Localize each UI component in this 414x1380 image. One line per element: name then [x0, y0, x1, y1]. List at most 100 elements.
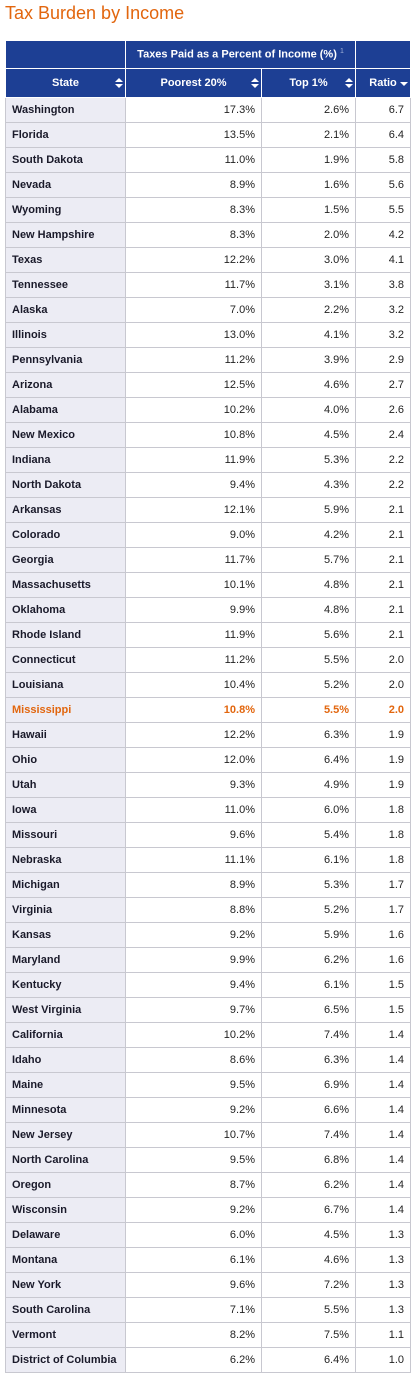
state-cell: Wyoming — [5, 197, 126, 223]
column-header[interactable]: Ratio — [355, 68, 412, 98]
value-cell: 5.6 — [355, 172, 412, 198]
value-cell: 6.7 — [355, 97, 412, 123]
value-cell: 1.9 — [355, 722, 412, 748]
state-cell: Oklahoma — [5, 597, 126, 623]
value-cell: 8.2% — [125, 1322, 262, 1348]
value-cell: 1.6% — [260, 172, 357, 198]
header-cell — [355, 40, 412, 69]
table-row: Maryland 9.9% 6.2% 1.6 — [5, 947, 412, 973]
table-row: Massachusetts 10.1% 4.8% 2.1 — [5, 572, 412, 598]
table-row: Texas 12.2% 3.0% 4.1 — [5, 247, 412, 273]
value-cell: 6.4% — [260, 1347, 357, 1373]
value-cell: 9.0% — [125, 522, 262, 548]
value-cell: 4.8% — [260, 572, 357, 598]
value-cell: 11.1% — [125, 847, 262, 873]
value-cell: 12.1% — [125, 497, 262, 523]
value-cell: 1.7 — [355, 897, 412, 923]
table-row: Virginia 8.8% 5.2% 1.7 — [5, 897, 412, 923]
table-row: Minnesota 9.2% 6.6% 1.4 — [5, 1097, 412, 1123]
column-header[interactable]: Poorest 20% — [125, 68, 262, 98]
value-cell: 1.4 — [355, 1097, 412, 1123]
value-cell: 13.0% — [125, 322, 262, 348]
value-cell: 1.3 — [355, 1247, 412, 1273]
table-row: Colorado 9.0% 4.2% 2.1 — [5, 522, 412, 548]
value-cell: 11.9% — [125, 447, 262, 473]
value-cell: 2.2% — [260, 297, 357, 323]
state-cell: Louisiana — [5, 672, 126, 698]
value-cell: 10.4% — [125, 672, 262, 698]
state-cell: Illinois — [5, 322, 126, 348]
value-cell: 5.6% — [260, 622, 357, 648]
value-cell: 6.6% — [260, 1097, 357, 1123]
value-cell: 1.3 — [355, 1297, 412, 1323]
value-cell: 9.9% — [125, 947, 262, 973]
group-header-text: Taxes Paid as a Percent of Income (%) — [137, 48, 337, 61]
header-cell — [5, 40, 126, 69]
value-cell: 6.9% — [260, 1072, 357, 1098]
value-cell: 7.4% — [260, 1122, 357, 1148]
state-cell: Montana — [5, 1247, 126, 1273]
value-cell: 5.9% — [260, 922, 357, 948]
state-cell: Florida — [5, 122, 126, 148]
column-header[interactable]: Top 1% — [260, 68, 357, 98]
value-cell: 5.5% — [260, 697, 357, 723]
table-row: New Jersey 10.7% 7.4% 1.4 — [5, 1122, 412, 1148]
value-cell: 6.1% — [260, 972, 357, 998]
table-row: South Dakota 11.0% 1.9% 5.8 — [5, 147, 412, 173]
state-cell: North Dakota — [5, 472, 126, 498]
table-row: Arizona 12.5% 4.6% 2.7 — [5, 372, 412, 398]
value-cell: 10.8% — [125, 697, 262, 723]
value-cell: 2.2 — [355, 447, 412, 473]
table-row: Rhode Island 11.9% 5.6% 2.1 — [5, 622, 412, 648]
value-cell: 6.2% — [260, 1172, 357, 1198]
value-cell: 4.1 — [355, 247, 412, 273]
table-row: North Carolina 9.5% 6.8% 1.4 — [5, 1147, 412, 1173]
table-row: Tennessee 11.7% 3.1% 3.8 — [5, 272, 412, 298]
table-row: New York 9.6% 7.2% 1.3 — [5, 1272, 412, 1298]
state-cell: New York — [5, 1272, 126, 1298]
state-cell: New Jersey — [5, 1122, 126, 1148]
value-cell: 2.6 — [355, 397, 412, 423]
state-cell: Kansas — [5, 922, 126, 948]
table-row: Alaska 7.0% 2.2% 3.2 — [5, 297, 412, 323]
state-cell: South Carolina — [5, 1297, 126, 1323]
column-header-text: Top 1% — [289, 77, 328, 89]
value-cell: 1.9 — [355, 747, 412, 773]
state-cell: Arkansas — [5, 497, 126, 523]
table-row: Wyoming 8.3% 1.5% 5.5 — [5, 197, 412, 223]
value-cell: 2.0 — [355, 672, 412, 698]
value-cell: 11.0% — [125, 147, 262, 173]
value-cell: 12.0% — [125, 747, 262, 773]
value-cell: 5.5% — [260, 647, 357, 673]
column-header-text: Poorest 20% — [160, 77, 227, 89]
table-row: Connecticut 11.2% 5.5% 2.0 — [5, 647, 412, 673]
value-cell: 1.9% — [260, 147, 357, 173]
table-row: Utah 9.3% 4.9% 1.9 — [5, 772, 412, 798]
table-row: Hawaii 12.2% 6.3% 1.9 — [5, 722, 412, 748]
state-cell: Indiana — [5, 447, 126, 473]
column-header[interactable]: State — [5, 68, 126, 98]
state-cell: Pennsylvania — [5, 347, 126, 373]
value-cell: 1.3 — [355, 1222, 412, 1248]
value-cell: 1.4 — [355, 1122, 412, 1148]
value-cell: 1.8 — [355, 847, 412, 873]
value-cell: 5.3% — [260, 872, 357, 898]
value-cell: 9.9% — [125, 597, 262, 623]
value-cell: 3.1% — [260, 272, 357, 298]
table-row: Kentucky 9.4% 6.1% 1.5 — [5, 972, 412, 998]
value-cell: 5.9% — [260, 497, 357, 523]
column-header-text: State — [52, 77, 79, 89]
table-row: Wisconsin 9.2% 6.7% 1.4 — [5, 1197, 412, 1223]
value-cell: 6.1% — [125, 1247, 262, 1273]
state-cell: Nevada — [5, 172, 126, 198]
table-row: Louisiana 10.4% 5.2% 2.0 — [5, 672, 412, 698]
value-cell: 2.1 — [355, 547, 412, 573]
value-cell: 8.3% — [125, 197, 262, 223]
table-row: West Virginia 9.7% 6.5% 1.5 — [5, 997, 412, 1023]
table-row: Mississippi 10.8% 5.5% 2.0 — [5, 697, 412, 723]
state-cell: District of Columbia — [5, 1347, 126, 1373]
value-cell: 3.8 — [355, 272, 412, 298]
value-cell: 12.5% — [125, 372, 262, 398]
state-cell: Tennessee — [5, 272, 126, 298]
